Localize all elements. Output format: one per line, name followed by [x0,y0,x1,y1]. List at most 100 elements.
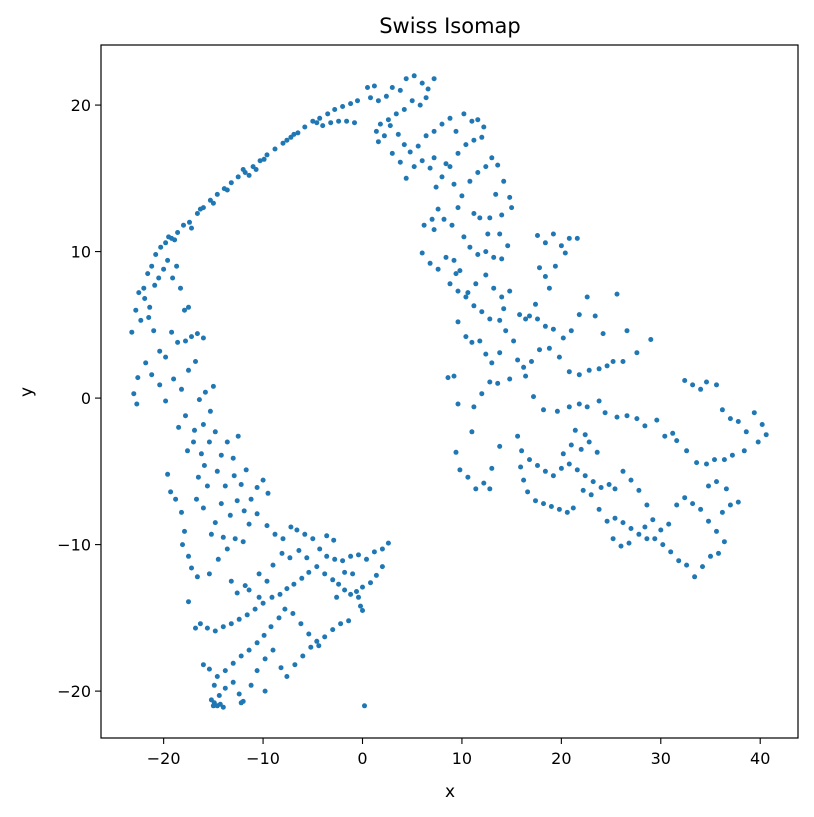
data-point [322,571,328,577]
data-point [558,465,564,471]
data-point [194,496,199,502]
data-point [411,73,417,79]
data-point [197,206,203,212]
data-point [170,275,176,281]
data-point [306,631,312,637]
data-point [401,142,407,148]
data-point [481,480,487,486]
data-point [268,624,274,630]
data-point [165,471,171,477]
data-point [393,111,399,117]
data-point [600,331,606,337]
data-point [194,331,200,337]
data-point [179,386,184,392]
data-point [204,483,210,489]
data-point [261,156,267,162]
data-point [684,562,690,568]
data-point [163,240,169,246]
data-point [431,227,437,233]
data-point [674,502,680,508]
data-point [360,584,365,590]
data-point [461,111,467,117]
data-point [495,162,501,168]
data-point [668,549,674,555]
data-point [751,410,757,416]
data-point [228,180,234,186]
data-point [195,474,201,480]
data-point [152,282,158,288]
data-point [596,398,602,404]
data-point [191,439,196,445]
data-point [721,457,727,463]
data-point [451,257,457,263]
data-point [212,429,218,435]
data-point [141,285,147,291]
data-point [457,268,463,274]
data-point [568,442,574,448]
data-point [590,479,596,485]
data-point [194,574,200,580]
data-point [606,482,612,487]
data-point [243,467,249,473]
data-point [246,172,252,178]
data-point [298,621,304,627]
data-point [676,558,682,564]
data-point [324,533,330,539]
data-point [658,527,664,533]
data-point [620,520,626,526]
data-point [487,316,493,322]
data-point [284,137,290,143]
data-point [614,291,620,297]
data-point [723,486,729,492]
data-point [501,178,507,184]
data-point [542,323,548,329]
data-point [580,487,586,493]
data-point [340,558,346,564]
data-point [197,621,203,627]
data-point [556,506,562,512]
data-point [302,124,308,130]
data-point [674,438,680,444]
data-point [576,401,582,407]
data-point [475,117,481,123]
data-point [336,581,342,587]
data-point [712,457,717,463]
data-point [453,449,459,455]
data-point [189,225,194,231]
data-point [304,555,310,561]
data-point [529,359,534,364]
data-point [224,546,230,552]
data-point [431,128,437,134]
data-point [493,191,499,197]
data-point [215,556,221,562]
x-tick-label: −20 [147,749,181,768]
data-point [224,439,230,445]
data-point [193,625,198,631]
data-point [138,317,144,323]
data-point [183,413,188,419]
data-point [280,140,286,146]
y-tick-label: 10 [71,243,91,262]
data-point [642,524,648,530]
data-point [256,571,262,577]
data-point [409,98,415,104]
data-point [759,422,765,427]
data-point [352,120,357,126]
data-point [558,243,564,249]
data-point [175,230,181,235]
data-point [542,240,548,246]
data-point [230,679,236,685]
data-point [562,250,568,256]
data-point [200,335,206,341]
data-point [727,416,733,422]
data-point [373,128,379,134]
data-point [302,531,308,537]
data-point [419,250,425,256]
data-point [546,285,552,291]
data-point [135,375,141,381]
data-point [310,536,316,542]
data-point [441,216,447,222]
data-point [670,430,676,436]
data-point [453,271,459,277]
data-point [338,621,344,627]
